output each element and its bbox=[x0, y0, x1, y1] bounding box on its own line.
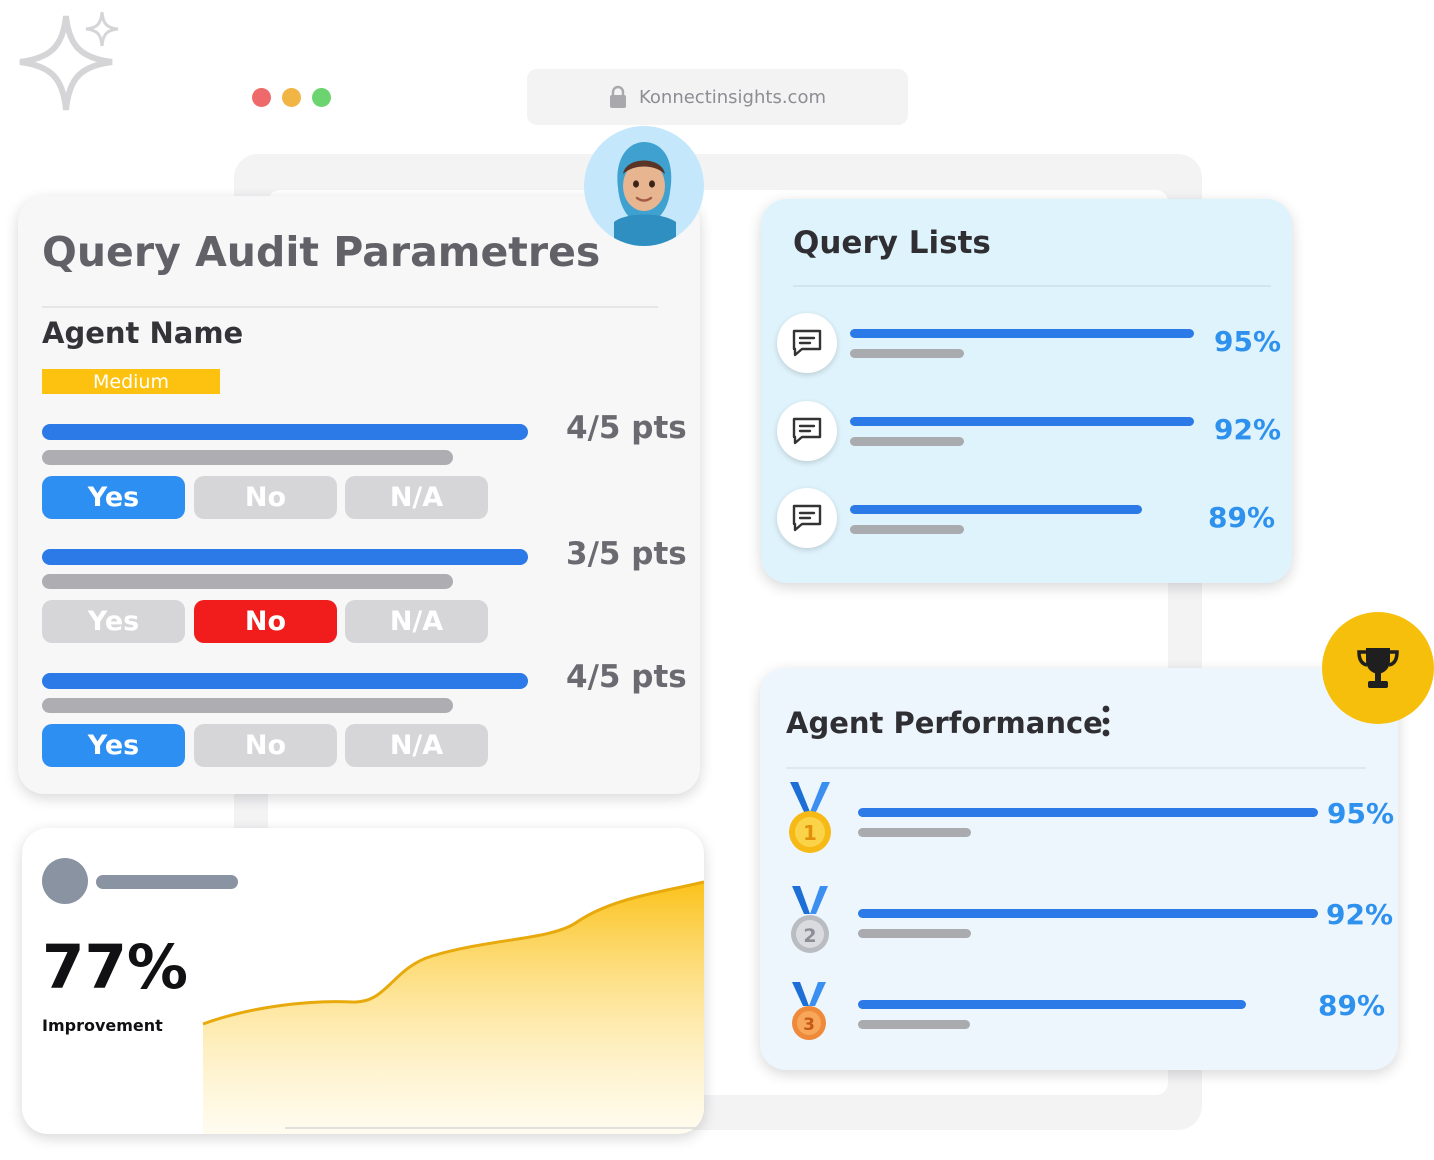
chat-bubble-icon bbox=[777, 488, 837, 548]
agent-avatar-icon bbox=[614, 142, 676, 246]
question-1-yes-button[interactable]: Yes bbox=[42, 476, 185, 519]
rank-1-bar bbox=[858, 808, 1318, 817]
trophy-badge bbox=[1322, 612, 1434, 724]
question-1-score: 4/5 pts bbox=[566, 410, 687, 446]
question-2-no-button[interactable]: No bbox=[194, 600, 337, 643]
more-vertical-icon[interactable] bbox=[1096, 702, 1116, 742]
question-3-no-button[interactable]: No bbox=[194, 724, 337, 767]
rank-1-percent: 95% bbox=[1327, 797, 1395, 830]
query-2-bar bbox=[850, 417, 1194, 426]
improvement-line bbox=[202, 880, 704, 1026]
bronze-medal-icon: 3 bbox=[792, 982, 826, 1040]
window-minimize-dot[interactable] bbox=[282, 88, 301, 107]
query-2-percent: 92% bbox=[1214, 413, 1282, 446]
improvement-label: Improvement bbox=[42, 1016, 163, 1035]
question-1-no-button[interactable]: No bbox=[194, 476, 337, 519]
rank-3-sub-bar bbox=[858, 1020, 970, 1029]
improvement-card: 77% Improvement bbox=[22, 828, 704, 1134]
query-audit-card: Query Audit Parametres Agent Name Medium… bbox=[18, 196, 700, 794]
query-lists-title: Query Lists bbox=[793, 225, 991, 261]
rank-2-sub-bar bbox=[858, 929, 971, 938]
agent-performance-card: Agent Performance 1 95% 2 92% 3 89% bbox=[760, 668, 1398, 1070]
agent-performance-divider bbox=[786, 767, 1366, 769]
rank-3-bar bbox=[858, 1000, 1246, 1009]
query-2-sub-bar bbox=[850, 437, 964, 446]
rank-1-sub-bar bbox=[858, 828, 971, 837]
improvement-area bbox=[203, 882, 704, 1134]
query-lists-card: Query Lists 95% 92% 89% bbox=[761, 199, 1292, 583]
window-maximize-dot[interactable] bbox=[312, 88, 331, 107]
priority-badge: Medium bbox=[42, 369, 220, 394]
question-1-na-button[interactable]: N/A bbox=[345, 476, 488, 519]
improvement-value: 77% bbox=[42, 932, 189, 1003]
query-1-bar bbox=[850, 329, 1194, 338]
question-3-bar bbox=[42, 673, 528, 689]
improvement-area-chart bbox=[202, 880, 704, 1134]
question-2-sub-bar bbox=[42, 574, 453, 589]
question-1-bar bbox=[42, 424, 528, 440]
question-2-yes-button[interactable]: Yes bbox=[42, 600, 185, 643]
address-bar[interactable]: Konnectinsights.com bbox=[527, 69, 908, 125]
user-avatar-placeholder bbox=[42, 858, 88, 904]
url-text: Konnectinsights.com bbox=[639, 86, 826, 108]
rank-2-bar bbox=[858, 909, 1318, 918]
query-3-bar bbox=[850, 505, 1142, 514]
medal-rank-3: 3 bbox=[803, 1015, 815, 1035]
question-3-yes-button[interactable]: Yes bbox=[42, 724, 185, 767]
chat-bubble-icon bbox=[777, 313, 837, 373]
audit-title: Query Audit Parametres bbox=[42, 228, 601, 276]
question-3-score: 4/5 pts bbox=[566, 659, 687, 695]
chat-bubble-icon bbox=[777, 401, 837, 461]
question-3-sub-bar bbox=[42, 698, 453, 713]
gold-medal-icon: 1 bbox=[789, 782, 831, 853]
question-1-sub-bar bbox=[42, 450, 453, 465]
query-1-percent: 95% bbox=[1214, 325, 1282, 358]
medal-rank-1: 1 bbox=[803, 821, 817, 845]
query-3-percent: 89% bbox=[1208, 501, 1276, 534]
user-name-placeholder-bar bbox=[96, 875, 238, 889]
medal-rank-2: 2 bbox=[803, 925, 816, 947]
sparkle-icon bbox=[19, 11, 119, 111]
question-3-na-button[interactable]: N/A bbox=[345, 724, 488, 767]
lock-icon bbox=[610, 85, 626, 108]
rank-2-percent: 92% bbox=[1326, 898, 1394, 931]
question-2-bar bbox=[42, 549, 528, 565]
silver-medal-icon: 2 bbox=[791, 886, 829, 953]
agent-name-label: Agent Name bbox=[42, 316, 244, 350]
agent-performance-title: Agent Performance bbox=[786, 706, 1103, 740]
avatar bbox=[584, 126, 704, 246]
query-lists-divider bbox=[793, 285, 1271, 287]
query-1-sub-bar bbox=[850, 349, 964, 358]
question-2-score: 3/5 pts bbox=[566, 536, 687, 572]
window-close-dot[interactable] bbox=[252, 88, 271, 107]
trophy-icon bbox=[1357, 648, 1399, 688]
question-2-na-button[interactable]: N/A bbox=[345, 600, 488, 643]
audit-divider bbox=[42, 306, 658, 308]
query-3-sub-bar bbox=[850, 525, 964, 534]
rank-3-percent: 89% bbox=[1318, 989, 1386, 1022]
